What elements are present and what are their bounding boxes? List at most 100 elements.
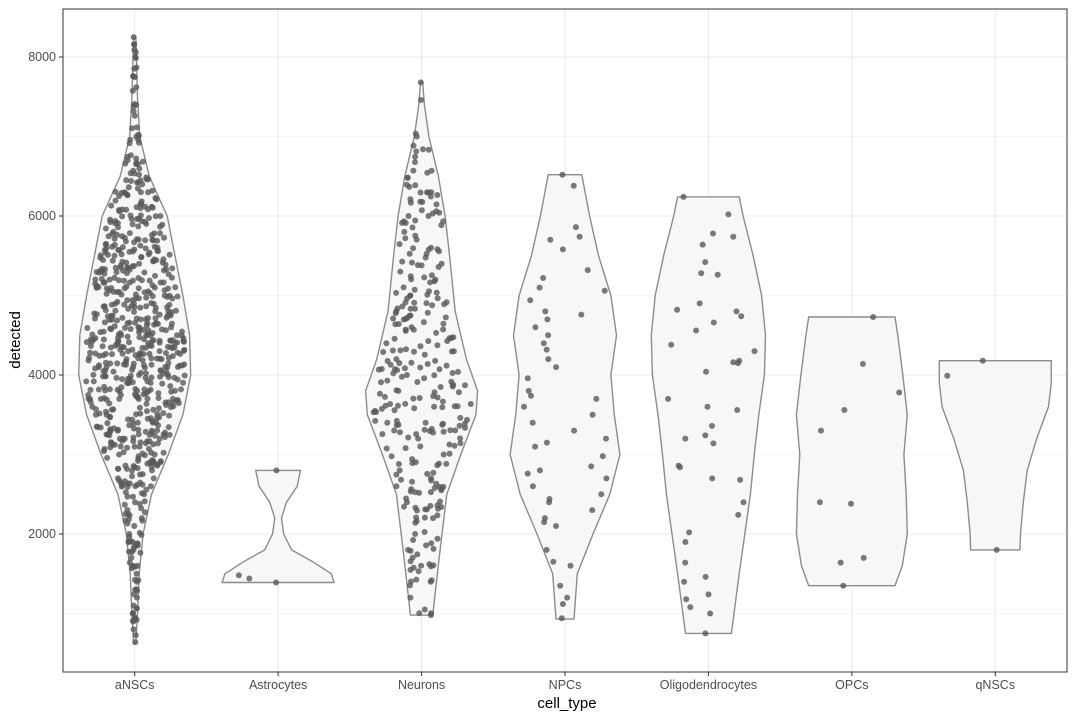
data-point — [398, 476, 404, 483]
data-point — [457, 414, 464, 421]
data-point — [134, 465, 141, 472]
data-point — [87, 349, 94, 356]
data-point — [125, 416, 132, 423]
data-point — [564, 594, 571, 601]
data-point — [407, 594, 414, 601]
data-point — [172, 284, 179, 291]
data-point — [444, 338, 451, 344]
data-point — [141, 269, 148, 276]
data-point — [896, 389, 903, 396]
data-point — [384, 358, 391, 364]
data-point — [451, 442, 458, 449]
data-point — [110, 368, 117, 375]
data-point — [120, 267, 127, 274]
data-point — [433, 480, 440, 487]
data-point — [179, 328, 185, 335]
data-point — [446, 441, 453, 448]
data-point — [710, 230, 716, 237]
data-point — [101, 448, 107, 455]
data-point — [167, 383, 174, 390]
data-point — [145, 327, 152, 334]
data-point — [440, 320, 447, 327]
data-point — [147, 386, 154, 393]
data-point — [816, 499, 823, 506]
data-point — [434, 192, 441, 198]
data-point — [403, 181, 410, 188]
x-axis-title: cell_type — [537, 695, 596, 712]
data-point — [161, 234, 167, 241]
data-point — [396, 241, 403, 248]
data-point — [395, 321, 402, 327]
data-point — [687, 604, 694, 611]
data-point — [390, 315, 397, 322]
data-point — [543, 439, 550, 446]
data-point — [156, 348, 163, 355]
data-point — [571, 427, 578, 434]
data-point — [115, 246, 122, 253]
data-point — [165, 285, 171, 292]
data-point — [130, 626, 137, 633]
data-point — [139, 357, 146, 364]
data-point — [737, 476, 744, 483]
data-point — [110, 406, 117, 413]
data-point — [162, 434, 168, 440]
data-point — [446, 450, 453, 457]
data-point — [138, 532, 145, 538]
data-point — [124, 483, 131, 490]
data-points — [83, 34, 1000, 646]
data-point — [423, 542, 430, 549]
data-point — [409, 259, 415, 266]
data-point — [159, 380, 166, 387]
data-point — [443, 362, 450, 369]
data-point — [131, 523, 138, 529]
data-point — [424, 361, 431, 367]
data-point — [119, 206, 126, 213]
data-point — [439, 421, 446, 428]
data-point — [409, 460, 416, 467]
data-point — [235, 572, 242, 579]
data-point — [416, 395, 423, 401]
data-point — [144, 408, 150, 415]
data-point — [433, 289, 440, 296]
data-point — [125, 516, 132, 523]
data-point — [109, 230, 116, 237]
data-point — [411, 305, 418, 312]
data-point — [589, 507, 596, 514]
data-point — [414, 551, 421, 558]
data-point — [412, 182, 419, 189]
data-point — [100, 328, 107, 335]
data-point — [136, 165, 143, 172]
data-point — [137, 410, 144, 417]
violin-qNSCs — [938, 360, 1052, 551]
data-point — [979, 357, 986, 364]
data-point — [407, 196, 414, 203]
data-point — [145, 445, 152, 452]
data-point — [430, 469, 437, 476]
data-point — [944, 372, 951, 379]
data-point — [87, 399, 94, 406]
data-point — [137, 549, 144, 556]
data-point — [124, 264, 131, 271]
data-point — [133, 236, 140, 243]
data-point — [148, 355, 155, 362]
data-point — [860, 554, 867, 561]
data-point — [532, 324, 539, 331]
data-point — [403, 372, 410, 378]
data-point — [601, 287, 608, 294]
data-point — [837, 559, 844, 566]
data-point — [698, 270, 705, 277]
data-point — [553, 364, 560, 371]
data-point — [709, 422, 715, 429]
data-point — [103, 241, 109, 248]
data-point — [393, 387, 400, 394]
data-point — [421, 426, 428, 433]
data-point — [570, 182, 577, 189]
data-point — [396, 467, 403, 474]
data-point — [103, 290, 110, 297]
data-point — [418, 562, 425, 569]
data-point — [401, 503, 407, 510]
data-point — [131, 46, 138, 53]
data-point — [101, 247, 108, 253]
data-point — [394, 305, 401, 312]
data-point — [108, 285, 115, 291]
